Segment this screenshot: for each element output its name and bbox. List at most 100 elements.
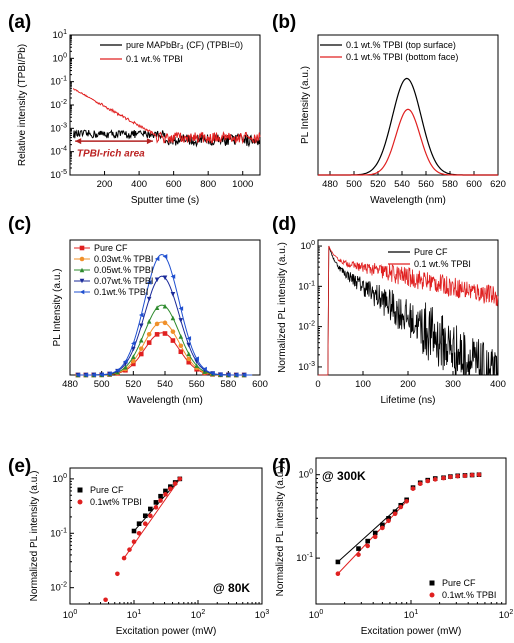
panel-a-annotation: TPBI-rich area [77,148,145,159]
panel-c-point-2 [154,305,160,310]
panel-a-xlabel: Sputter time (s) [131,195,199,206]
panel-e-point-1 [163,492,168,497]
panel-f-point-1 [462,473,468,479]
panel-e-legend-marker-0 [77,487,83,493]
panel-c-legend-marker-0 [79,245,85,251]
panel-e-point-0 [136,521,142,527]
panel-c-legend-marker-1 [79,256,85,262]
panel-a-xtick-label: 400 [131,179,147,190]
panel-e-point-1 [168,486,173,491]
panel-c-point-2 [138,337,144,343]
panel-e-xlabel: Excitation power (mW) [116,626,217,637]
panel-f-point-1 [425,478,431,484]
panel-e-point-1 [136,530,142,536]
panel-a-xtick-label: 1000 [232,179,253,190]
panel-b-legend-top-label: 0.1 wt.% TPBI (top surface) [346,40,456,50]
panel-c-point-3 [178,318,184,323]
panel-a-ytick-label: 101 [53,29,68,41]
panel-d-xtick-label: 400 [490,379,506,390]
panel-e-fit-label-1: k=1.6 [0,0,31,3]
panel-c-point-4 [83,372,89,378]
panel-c-point-4 [186,336,192,341]
panel-f-point-1 [335,571,341,577]
panel-e-xtick-label: 100 [63,609,78,621]
panel-c-point-4 [218,372,223,377]
panel-f-annotation: @ 300K [322,469,366,483]
panel-d-series-1 [318,245,499,376]
panel-e-xtick-label: 102 [191,609,206,621]
panel-d-ytick-label: 10-3 [298,361,315,373]
panel-e-point-0 [131,528,137,534]
panel-c-xtick-label: 580 [220,379,236,390]
panel-f-legend-label-1: 0.1wt.% TPBI [442,590,496,600]
panel-c-point-1 [154,321,160,327]
panel-e-point-1 [131,539,137,545]
panel-f-point-1 [404,498,409,504]
panel-e-point-1 [177,476,183,482]
panel-f-fit-label-1: k=1.32 [0,0,37,3]
panel-f-point-0 [335,559,341,565]
panel-a-arrow-head-left [75,138,82,145]
panel-e-ylabel: Normalized PL intensity (a.u.) [29,471,40,602]
panel-c-point-4 [226,372,231,378]
panel-a-xtick-label: 200 [97,179,113,190]
panel-c-legend-label-2: 0.05wt.% TPBI [94,265,153,275]
panel-e-ytick-label: 10-1 [50,527,67,539]
panel-e-ytick-label: 100 [53,473,68,485]
panel-e-point-0 [148,506,153,512]
panel-c-point-4 [146,280,152,285]
panel-d-label: (d) [272,214,296,235]
panel-f-point-1 [476,472,482,477]
panel-c-point-2 [131,354,136,359]
panel-e-point-0 [153,500,159,505]
panel-a-arrow-head-right [146,138,153,145]
panel-c-legend-marker-2 [79,267,85,273]
panel-f-point-1 [392,511,398,517]
panel-c-legend-label-4: 0.1wt.% TPBI [94,287,148,297]
panel-f-xtick-label: 101 [404,609,419,621]
panel-b-ylabel: PL Intensity (a.u.) [300,66,311,144]
panel-f-point-1 [432,477,438,482]
panel-a-series-pure [73,129,261,148]
panel-b-frame [317,34,499,176]
panel-c-point-4 [194,356,199,361]
panel-a-xtick-label: 600 [166,179,182,190]
panel-f-point-1 [469,472,475,478]
panel-b-series-0 [318,77,498,176]
panel-a-label: (a) [8,12,31,33]
panel-b-legend-bottom-label: 0.1 wt.% TPBI (bottom face) [346,52,458,62]
panel-a: (a) 10-5 10-4 10-3 10-2 10-1 100 101 200 400 600 80… [8,12,261,206]
panel-d-legend-tpbi-label: 0.1 wt.% TPBI [414,259,471,269]
panel-e-point-1 [142,521,148,527]
panel-b-xtick-label: 580 [442,179,458,190]
panel-d-xlabel: Lifetime (ns) [380,395,435,406]
panel-f-xtick-label: 102 [499,609,514,621]
panel-f-legend-marker-1 [429,592,435,598]
panel-c-legend-label-3: 0.07wt.% TPBI [94,276,153,286]
panel-c-point-3 [138,323,144,329]
panel-b-xtick-label: 520 [370,179,386,190]
panel-b-label: (b) [272,12,296,33]
panel-f-ytick-label: 100 [299,469,314,481]
panel-c-point-4 [162,254,168,259]
panel-e-point-1 [148,513,153,519]
panel-c-point-0 [178,349,184,355]
panel-c-point-4 [138,312,144,318]
panel-c-legend-label-0: Pure CF [94,243,128,253]
panel-f-point-0 [365,538,370,544]
panel-c-point-1 [186,356,192,362]
panel-a-series-tpbi [73,88,261,145]
panel-e-fit-label-0: k=1.65 [0,0,37,3]
panel-c-legend-marker-3 [79,278,85,284]
panel-e-fit-1 [123,478,181,559]
panel-c-point-1 [162,320,168,326]
panel-c-point-2 [123,364,128,370]
panel-a-legend-pure-label: pure MAPbBr₃ (CF) (TPBI=0) [126,40,243,50]
panel-f-point-1 [398,504,404,510]
panel-e-point-1 [127,547,132,552]
panel-c-point-1 [131,358,136,364]
panel-f-fit-0 [337,499,407,563]
panel-c-point-4 [99,372,104,377]
